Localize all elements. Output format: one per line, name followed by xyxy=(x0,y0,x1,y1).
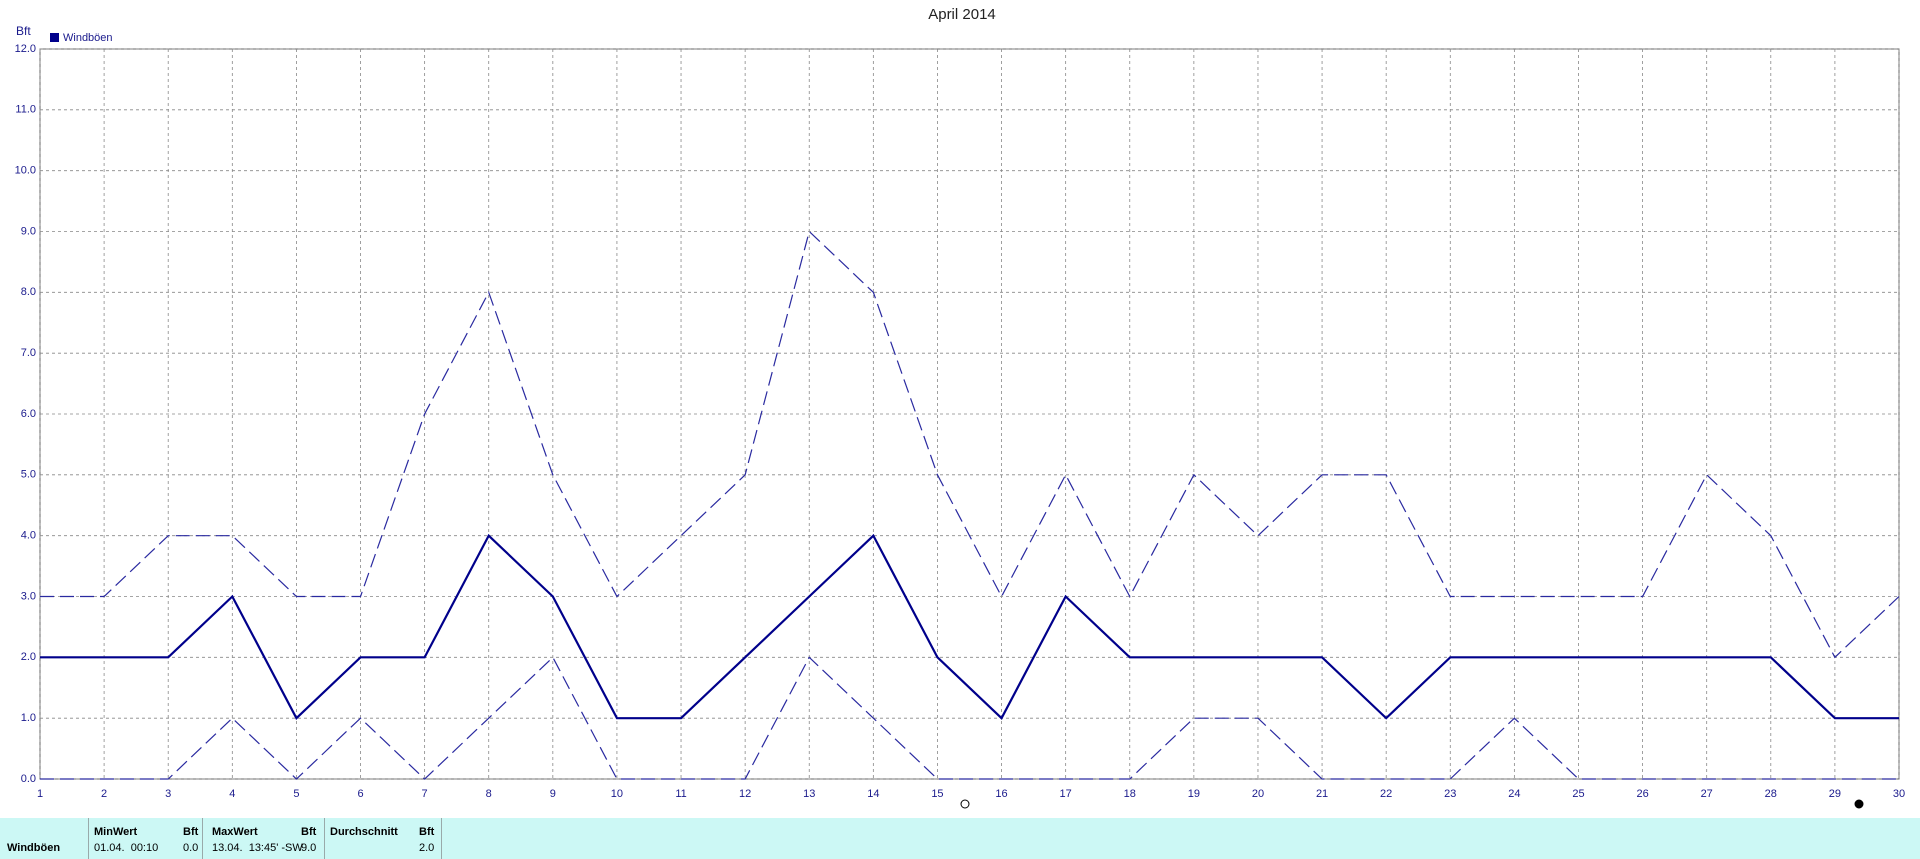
row-label: Windböen xyxy=(7,842,61,854)
legend-label: Windböen xyxy=(63,32,113,44)
x-tick-label: 13 xyxy=(803,788,815,800)
x-tick-label: 24 xyxy=(1508,788,1520,800)
unit: Bft xyxy=(419,826,435,838)
y-tick-label: 11.0 xyxy=(15,104,36,116)
x-tick-label: 17 xyxy=(1060,788,1072,800)
x-tick-label: 3 xyxy=(165,788,171,800)
y-tick-label: 6.0 xyxy=(21,408,36,420)
header: Durchschnitt xyxy=(330,826,398,838)
series-line xyxy=(40,533,1899,720)
y-tick-label: 10.0 xyxy=(15,165,36,177)
x-tick-label: 5 xyxy=(293,788,299,800)
series-line xyxy=(40,230,1900,659)
cell: 0.0 xyxy=(183,842,199,854)
cell: 9.0 xyxy=(301,842,317,854)
y-tick-label: 3.0 xyxy=(21,590,36,602)
cell: 2.0 xyxy=(419,842,435,854)
x-tick-label: 7 xyxy=(422,788,428,800)
chart-title: April 2014 xyxy=(928,6,996,23)
unit: Bft xyxy=(183,826,199,838)
moon-icon xyxy=(1854,799,1864,809)
moon-icon xyxy=(960,799,970,809)
y-tick-label: 5.0 xyxy=(21,469,36,481)
x-tick-label: 28 xyxy=(1765,788,1777,800)
cell: 13.04. 13:45' -SW xyxy=(212,842,303,854)
separator xyxy=(202,818,203,859)
y-tick-label: 7.0 xyxy=(21,347,36,359)
x-tick-label: 23 xyxy=(1444,788,1456,800)
header: MaxWert xyxy=(212,826,258,838)
series-line xyxy=(40,656,1899,780)
y-tick-label: 1.0 xyxy=(21,712,36,724)
y-tick-label: 0.0 xyxy=(21,773,36,785)
stats-table: Windböen MinWert Bft 01.04. 00:10 0.0 Ma… xyxy=(0,818,1920,859)
x-tick-label: 10 xyxy=(611,788,623,800)
x-tick-label: 9 xyxy=(550,788,556,800)
x-tick-label: 1 xyxy=(37,788,43,800)
x-tick-label: 11 xyxy=(675,788,686,800)
separator xyxy=(88,818,89,859)
x-tick-label: 14 xyxy=(867,788,879,800)
header: MinWert xyxy=(94,826,138,838)
x-tick-label: 4 xyxy=(229,788,235,800)
y-tick-label: 12.0 xyxy=(15,43,36,55)
separator xyxy=(324,818,325,859)
y-tick-label: 8.0 xyxy=(21,286,36,298)
x-tick-label: 8 xyxy=(486,788,492,800)
y-axis-label: Bft xyxy=(16,24,31,38)
x-tick-label: 2 xyxy=(101,788,107,800)
y-tick-label: 9.0 xyxy=(21,225,36,237)
x-tick-label: 27 xyxy=(1701,788,1713,800)
separator xyxy=(441,818,442,859)
x-tick-label: 18 xyxy=(1124,788,1136,800)
x-tick-label: 22 xyxy=(1380,788,1392,800)
x-tick-label: 20 xyxy=(1252,788,1264,800)
legend-swatch xyxy=(50,33,59,42)
cell: 01.04. 00:10 xyxy=(94,842,159,854)
unit: Bft xyxy=(301,826,317,838)
x-tick-label: 25 xyxy=(1572,788,1584,800)
y-tick-label: 2.0 xyxy=(21,651,36,663)
x-tick-label: 29 xyxy=(1829,788,1841,800)
y-tick-label: 4.0 xyxy=(21,530,36,542)
x-tick-label: 26 xyxy=(1636,788,1648,800)
x-tick-label: 6 xyxy=(357,788,363,800)
x-tick-label: 19 xyxy=(1188,788,1200,800)
x-tick-label: 15 xyxy=(931,788,943,800)
x-tick-label: 12 xyxy=(739,788,751,800)
x-tick-label: 21 xyxy=(1316,788,1328,800)
x-tick-label: 30 xyxy=(1893,788,1905,800)
x-tick-label: 16 xyxy=(995,788,1007,800)
chart: April 2014 Bft 0.0 1.0 2.0 3.0 4.0 5.0 6.0 7.0 8… xyxy=(15,6,1905,809)
